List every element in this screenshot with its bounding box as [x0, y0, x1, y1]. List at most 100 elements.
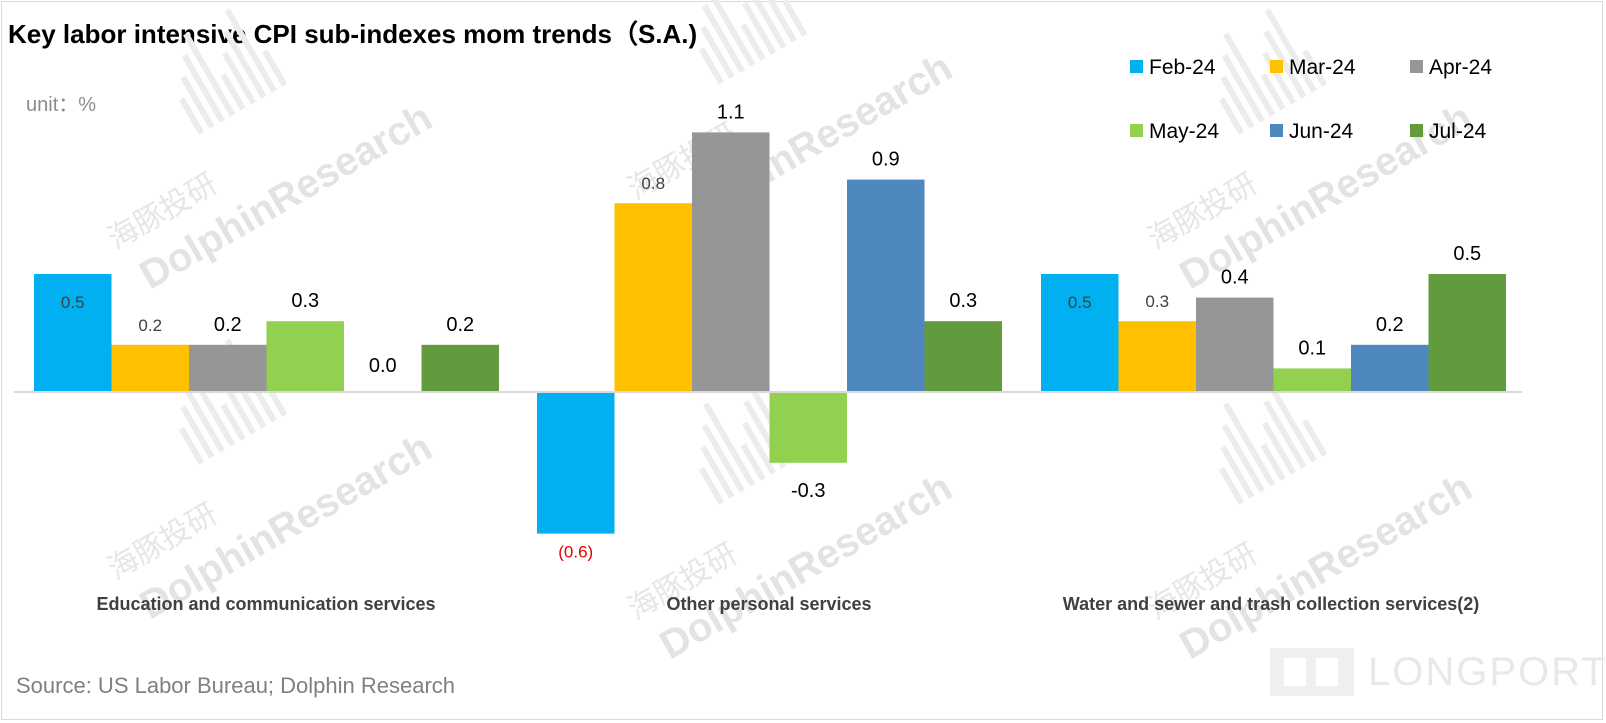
- longport-logo-mark: [1270, 648, 1354, 696]
- watermark-bar: [744, 0, 797, 43]
- legend-swatch-apr-24: [1410, 60, 1423, 73]
- legend-swatch-mar-24: [1270, 60, 1283, 73]
- data-label-mar-24-0: 0.2: [138, 316, 162, 335]
- watermark-bar: [698, 467, 725, 505]
- watermark-bar: [1302, 419, 1328, 457]
- data-label-may-24-1: -0.3: [791, 480, 825, 502]
- watermark-bar: [1261, 421, 1297, 475]
- legend-item-jul-24: Jul-24: [1410, 120, 1487, 143]
- data-label-apr-24-2: 0.4: [1221, 267, 1249, 289]
- legend-swatch-may-24: [1130, 124, 1143, 137]
- bar-jul-24-1: [924, 321, 1002, 392]
- watermark-bar: [743, 0, 787, 49]
- watermark-bar: [262, 49, 288, 87]
- watermark-bar: [703, 0, 756, 67]
- watermark-bar: [1302, 49, 1328, 87]
- data-label-feb-24-2: 0.5: [1068, 293, 1092, 312]
- watermark-bar: [181, 53, 225, 123]
- bar-apr-24-2: [1196, 297, 1274, 392]
- data-label-jul-24-2: 0.5: [1453, 243, 1481, 265]
- legend-item-may-24: May-24: [1130, 120, 1219, 143]
- category-labels-layer: Education and communication services Othe…: [96, 594, 1479, 614]
- watermark-bar: [703, 402, 756, 487]
- watermark-bar: [220, 73, 246, 111]
- data-label-may-24-0: 0.3: [291, 290, 319, 312]
- bar-jul-24-0: [421, 344, 499, 392]
- data-label-jun-24-0: 0.0: [369, 355, 397, 377]
- category-label-1: Other personal services: [666, 594, 871, 614]
- watermark-bar: [224, 8, 277, 93]
- watermark-bar: [1260, 443, 1286, 481]
- longport-logo: LONGPORT: [1270, 648, 1606, 696]
- bar-apr-24-0: [189, 344, 267, 392]
- bar-may-24-1: [769, 392, 847, 463]
- longport-logo-text: LONGPORT: [1368, 649, 1606, 694]
- data-label-mar-24-2: 0.3: [1145, 292, 1169, 311]
- bar-feb-24-0: [34, 274, 112, 392]
- data-label-feb-24-1: (0.6): [558, 543, 593, 562]
- watermark-bar: [1264, 378, 1317, 463]
- bar-jul-24-2: [1428, 274, 1506, 392]
- watermark-bar: [221, 51, 257, 105]
- legend: Feb-24 Mar-24 Apr-24 May-24 Jun-24 Jul-24: [1130, 56, 1492, 143]
- watermark-bar: [181, 383, 225, 453]
- watermark-bar: [1223, 32, 1276, 117]
- watermark-bar: [700, 25, 735, 79]
- legend-label-jul-24: Jul-24: [1429, 120, 1487, 143]
- legend-label-mar-24: Mar-24: [1289, 56, 1356, 79]
- watermark-bar: [1218, 97, 1245, 135]
- watermark-bar: [220, 403, 246, 441]
- bar-mar-24-1: [614, 203, 692, 392]
- watermark-bar: [740, 443, 766, 481]
- watermark-bar: [1220, 75, 1255, 129]
- category-label-2: Water and sewer and trash collection ser…: [1063, 594, 1480, 614]
- bar-apr-24-1: [692, 132, 770, 392]
- watermark-bar: [221, 381, 257, 435]
- chart-title: Key labor intensive CPI sub-indexes mom …: [8, 19, 698, 49]
- legend-item-apr-24: Apr-24: [1410, 56, 1492, 79]
- category-label-0: Education and communication services: [96, 594, 435, 614]
- watermark-bar: [183, 32, 236, 117]
- watermark-bar: [180, 405, 215, 459]
- legend-label-may-24: May-24: [1149, 120, 1219, 143]
- watermark-bar: [180, 75, 215, 129]
- bar-may-24-2: [1273, 368, 1351, 392]
- watermark-bar: [698, 47, 725, 85]
- data-label-jul-24-1: 0.3: [949, 290, 977, 312]
- legend-label-jun-24: Jun-24: [1289, 120, 1354, 143]
- watermark-bar: [178, 427, 205, 465]
- data-label-jul-24-0: 0.2: [446, 314, 474, 336]
- legend-swatch-jul-24: [1410, 124, 1423, 137]
- watermark-bar: [701, 423, 745, 493]
- legend-item-mar-24: Mar-24: [1270, 56, 1356, 79]
- bar-may-24-0: [266, 321, 344, 392]
- watermark-bar: [223, 29, 267, 99]
- watermark-bar: [1221, 53, 1265, 123]
- watermark-bar: [700, 445, 735, 499]
- bar-mar-24-0: [111, 344, 189, 392]
- watermark-bar: [1221, 423, 1265, 493]
- watermark-bar: [1218, 467, 1245, 505]
- watermark-bar: [741, 421, 777, 475]
- watermark-bar: [740, 23, 766, 61]
- legend-label-feb-24: Feb-24: [1149, 56, 1216, 79]
- bar-feb-24-1: [537, 392, 615, 534]
- bar-mar-24-2: [1118, 321, 1196, 392]
- data-label-jun-24-2: 0.2: [1376, 314, 1404, 336]
- watermark-bar: [701, 3, 745, 73]
- data-label-apr-24-1: 1.1: [717, 101, 745, 123]
- data-label-mar-24-1: 0.8: [641, 174, 665, 193]
- watermark-bar: [1263, 399, 1307, 469]
- watermark-bar: [1223, 402, 1276, 487]
- bar-jun-24-1: [847, 179, 925, 392]
- data-labels-layer: 0.5 0.2 0.2 0.3 0.0 0.2 (0.6) 0.8 1.1 -0.3 0.9 0.3 0…: [61, 101, 1481, 561]
- legend-label-apr-24: Apr-24: [1429, 56, 1492, 79]
- watermark-bar: [1220, 445, 1255, 499]
- watermark-bar: [1263, 29, 1307, 99]
- legend-item-feb-24: Feb-24: [1130, 56, 1216, 79]
- watermark-bar: [1260, 73, 1286, 111]
